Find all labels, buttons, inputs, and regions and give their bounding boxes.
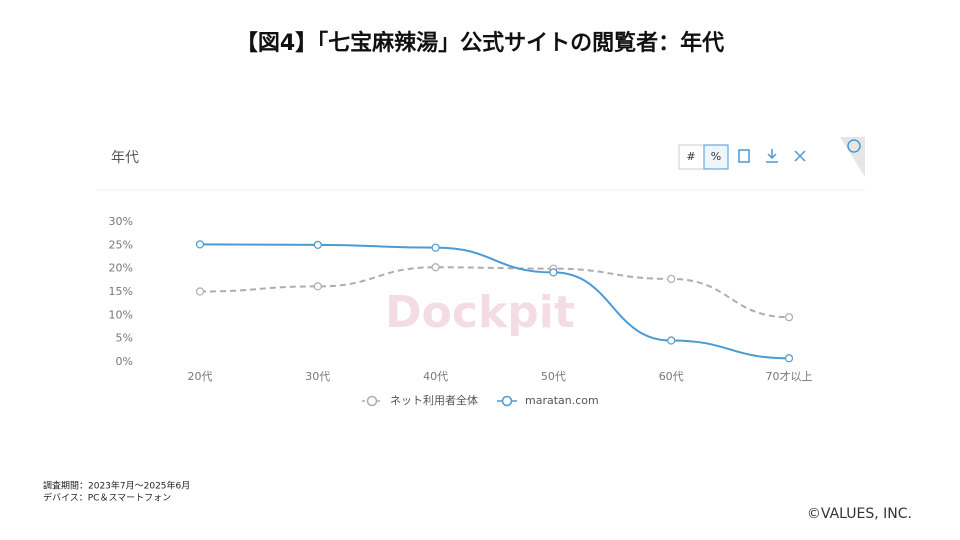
expand-icon[interactable] [794,150,806,162]
point [195,287,205,296]
card-title: 年代 [111,150,139,166]
download-icon[interactable] [766,149,778,163]
footnote: デバイス：PC＆スマートフォン [43,492,171,504]
point [431,243,440,252]
x-tick-label: 20代 [188,370,213,383]
legend-marker [366,395,378,407]
plot: 0% 5% 10% 15% 20% 25% 30% 20代 30代 40代 50代 60代 70才以上ネ… [109,215,813,407]
x-tick-label: 30代 [305,370,330,383]
point [549,268,558,277]
legend-marker [501,395,513,407]
toggle-label: % [711,150,721,163]
x-tick-label: 60代 [659,370,684,383]
toggle-label: # [686,150,695,163]
legend-label: maratan.com [525,394,599,407]
y-tick-label: 10% [109,308,133,321]
y-tick-label: 25% [109,238,133,251]
x-tick-label: 40代 [423,370,448,383]
series-line [199,266,790,319]
point [431,263,440,272]
point [667,336,676,345]
series-line [199,243,790,360]
toggle-count[interactable] [678,144,705,170]
y-tick-label: 15% [109,285,133,298]
csv-icon[interactable] [738,149,750,163]
copyright: ©VALUES, INC. [807,506,912,522]
corner-fold [840,137,865,177]
y-tick-label: 5% [116,332,133,345]
point [313,282,322,291]
y-tick-label: 0% [116,355,133,368]
watermark: Dockpit [385,287,575,338]
legend-label: ネット利用者全体 [390,393,478,407]
toggle-percent[interactable] [703,144,729,170]
page-title: 【図4】「七宝麻辣湯」公式サイトの閲覧者：年代 [236,30,724,56]
x-tick-label: 50代 [541,370,566,383]
footnote: 調査期間：2023年7月～2025年6月 [43,480,190,492]
y-tick-label: 20% [109,262,133,275]
point [195,240,205,249]
corner-icon[interactable] [847,139,861,153]
x-tick-label: 70才以上 [766,369,813,383]
y-tick-label: 30% [109,215,133,228]
point [784,354,794,363]
point [667,274,676,284]
point [313,240,322,249]
point [784,313,794,322]
